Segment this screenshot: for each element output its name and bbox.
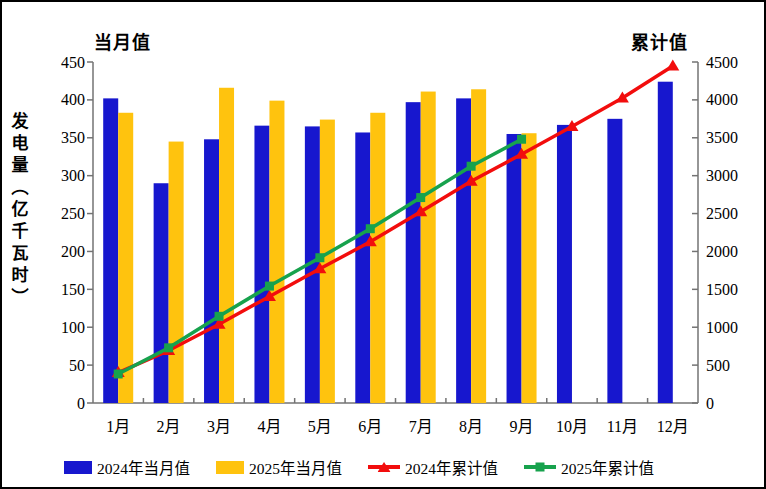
legend-swatch-2024-monthly — [64, 461, 92, 474]
right-y-tick-label: 500 — [706, 357, 730, 374]
x-category-label: 5月 — [308, 418, 332, 435]
square-marker-icon — [517, 135, 526, 144]
x-category-label: 4月 — [257, 418, 281, 435]
x-category-label: 1月 — [106, 418, 130, 435]
bar-2025年当月值-6月 — [370, 113, 385, 403]
left-y-tick-label: 450 — [61, 54, 85, 71]
bar-2025年当月值-1月 — [118, 113, 133, 403]
square-marker-icon — [265, 282, 274, 291]
square-marker-icon — [416, 193, 425, 202]
bar-2025年当月值-4月 — [269, 101, 284, 403]
square-marker-icon — [215, 312, 224, 321]
bar-2024年当月值-3月 — [204, 139, 219, 403]
triangle-marker-icon — [666, 59, 679, 70]
bar-2024年当月值-2月 — [154, 183, 169, 403]
left-y-tick-label: 0 — [77, 395, 85, 412]
x-category-label: 11月 — [607, 418, 638, 435]
right-y-tick-label: 1500 — [706, 281, 738, 298]
left-y-tick-label: 400 — [61, 91, 85, 108]
left-y-tick-label: 300 — [61, 167, 85, 184]
right-y-tick-label: 3500 — [706, 129, 738, 146]
square-marker-icon — [467, 162, 476, 171]
x-category-label: 3月 — [207, 418, 231, 435]
right-y-tick-label: 0 — [706, 395, 714, 412]
square-marker-icon — [164, 343, 173, 352]
right-y-tick-label: 4500 — [706, 54, 738, 71]
bar-2024年当月值-9月 — [507, 134, 522, 403]
legend-label-2024-cumulative: 2024年累计值 — [405, 456, 498, 478]
legend-item-2025-monthly: 2025年当月值 — [216, 456, 342, 478]
right-y-tick-label: 3000 — [706, 167, 738, 184]
left-y-tick-label: 150 — [61, 281, 85, 298]
x-category-label: 7月 — [409, 418, 433, 435]
bar-2024年当月值-1月 — [103, 98, 118, 403]
bar-2025年当月值-7月 — [421, 92, 436, 403]
right-y-tick-label: 2500 — [706, 205, 738, 222]
bar-2025年当月值-9月 — [522, 133, 537, 403]
square-marker-icon — [114, 369, 123, 378]
x-category-label: 6月 — [358, 418, 382, 435]
legend: 2024年当月值 2025年当月值 2024年累计值 2025年累计值 — [64, 452, 654, 482]
left-y-tick-label: 250 — [61, 205, 85, 222]
x-category-label: 8月 — [459, 418, 483, 435]
right-y-tick-label: 1000 — [706, 319, 738, 336]
chart-figure: 当月值 累计值 发电量（亿千瓦时） 0501001502002503003504… — [0, 0, 766, 489]
legend-label-2024-monthly: 2024年当月值 — [97, 456, 190, 478]
legend-line-2025-cumulative — [524, 465, 556, 469]
legend-label-2025-monthly: 2025年当月值 — [249, 456, 342, 478]
x-category-label: 2月 — [157, 418, 181, 435]
bar-2024年当月值-4月 — [254, 126, 269, 403]
right-y-tick-label: 4000 — [706, 91, 738, 108]
square-marker-icon — [315, 253, 324, 262]
bar-2025年当月值-3月 — [219, 88, 234, 403]
legend-swatch-2025-monthly — [216, 461, 244, 474]
triangle-marker-icon — [378, 462, 391, 472]
left-y-tick-label: 50 — [69, 357, 85, 374]
legend-item-2024-monthly: 2024年当月值 — [64, 456, 190, 478]
legend-item-2025-cumulative: 2025年累计值 — [524, 456, 654, 478]
legend-label-2025-cumulative: 2025年累计值 — [561, 456, 654, 478]
bar-2024年当月值-6月 — [355, 132, 370, 403]
left-y-tick-label: 100 — [61, 319, 85, 336]
bar-2025年当月值-2月 — [169, 142, 184, 403]
bar-2025年当月值-8月 — [471, 89, 486, 403]
legend-item-2024-cumulative: 2024年累计值 — [368, 456, 498, 478]
left-y-tick-label: 350 — [61, 129, 85, 146]
bar-2024年当月值-7月 — [406, 102, 421, 403]
x-category-label: 9月 — [510, 418, 534, 435]
combo-chart-plot: 0501001502002503003504004500500100015002… — [2, 2, 764, 487]
x-category-label: 12月 — [657, 418, 689, 435]
right-y-tick-label: 2000 — [706, 243, 738, 260]
legend-line-2024-cumulative — [368, 465, 400, 469]
square-marker-icon — [366, 224, 375, 233]
x-category-label: 10月 — [556, 418, 588, 435]
square-marker-icon — [536, 463, 545, 472]
bar-2024年当月值-8月 — [456, 98, 471, 403]
bar-2024年当月值-12月 — [658, 82, 673, 403]
bar-2024年当月值-10月 — [557, 125, 572, 403]
left-y-tick-label: 200 — [61, 243, 85, 260]
bar-2024年当月值-11月 — [607, 119, 622, 403]
